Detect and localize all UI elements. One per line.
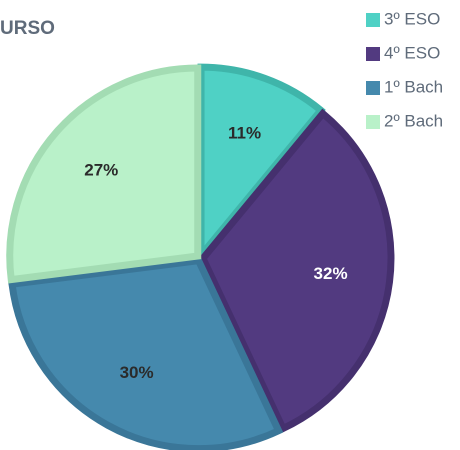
legend-label: 4º ESO xyxy=(384,43,440,62)
data-label: 32% xyxy=(314,264,348,283)
pie-slice xyxy=(6,64,202,284)
legend-swatch xyxy=(366,115,380,129)
pie-slice xyxy=(8,256,284,450)
legend-label: 3º ESO xyxy=(384,9,440,28)
chart-title: URSO xyxy=(0,18,55,39)
legend-swatch xyxy=(366,47,380,61)
legend-swatch xyxy=(366,13,380,27)
data-label: 27% xyxy=(84,160,118,179)
legend-label: 2º Bach xyxy=(384,111,443,130)
legend-label: 1º Bach xyxy=(384,77,443,96)
legend-swatch xyxy=(366,81,380,95)
data-label: 11% xyxy=(228,124,261,143)
pie-slice xyxy=(197,63,326,265)
pie-slice xyxy=(198,108,395,434)
data-label: 30% xyxy=(120,363,154,382)
